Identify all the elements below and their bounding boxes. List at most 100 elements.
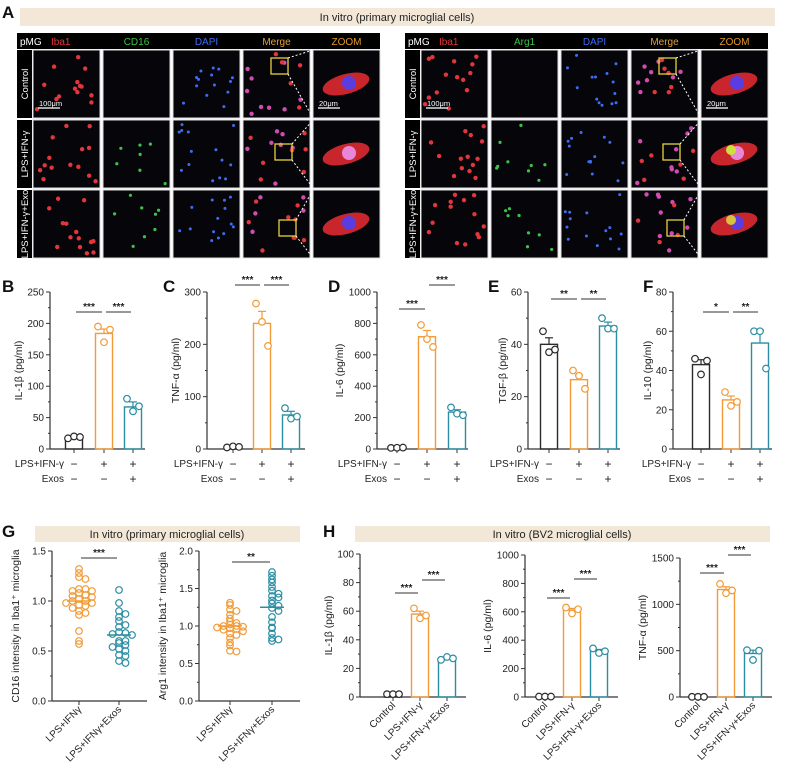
- cell: [649, 70, 653, 74]
- data-point: [750, 657, 757, 664]
- cell: [671, 75, 675, 79]
- data-point: [418, 322, 425, 329]
- cell: [187, 131, 190, 134]
- cell: [506, 160, 509, 163]
- cell: [567, 140, 570, 143]
- cell: [87, 173, 91, 177]
- cell: [302, 238, 306, 242]
- cell: [427, 230, 431, 234]
- cell: [568, 145, 571, 148]
- cell: [459, 156, 463, 160]
- cell: [259, 177, 263, 181]
- micrograph: [561, 50, 628, 118]
- data-point: [763, 365, 770, 372]
- cell: [642, 64, 646, 68]
- cell: [461, 78, 465, 82]
- micrograph: [491, 120, 558, 188]
- cell: [550, 248, 553, 251]
- y-tick-label: 2.0: [179, 547, 193, 558]
- cell: [80, 147, 84, 151]
- cell: [212, 66, 215, 69]
- group-row-label: LPS+IFN-γ: [490, 459, 539, 470]
- cell: [223, 207, 226, 210]
- data-point: [122, 611, 129, 618]
- channel-header: ZOOM: [720, 37, 750, 48]
- cell: [247, 220, 251, 224]
- cell: [469, 133, 473, 137]
- data-point: [717, 581, 724, 588]
- y-tick-label: 400: [502, 636, 519, 647]
- data-point: [411, 605, 418, 612]
- cell: [153, 228, 156, 231]
- significance-label: **: [742, 302, 750, 313]
- cell: [180, 169, 183, 172]
- cell: [610, 102, 613, 105]
- group-sign: +: [756, 472, 763, 486]
- cell: [580, 131, 583, 134]
- cell: [467, 169, 471, 173]
- cell: [113, 212, 116, 215]
- cell: [608, 226, 611, 229]
- data-point: [552, 346, 559, 353]
- cell: [181, 123, 184, 126]
- y-tick-label: 0.5: [32, 647, 46, 658]
- cell: [267, 105, 271, 109]
- panel-h-banner-text: In vitro (BV2 microglial cells): [493, 529, 632, 541]
- data-point: [122, 622, 129, 629]
- data-point: [294, 413, 301, 420]
- nucleus: [342, 76, 356, 90]
- cell: [47, 156, 51, 160]
- cell: [87, 124, 91, 128]
- cell: [620, 233, 623, 236]
- channel-header: CD16: [124, 37, 150, 48]
- cell: [178, 229, 181, 232]
- cell: [195, 76, 198, 79]
- significance-label: ***: [706, 563, 718, 574]
- data-point: [116, 587, 123, 594]
- row-label: LPS+IFN-γ: [408, 130, 419, 177]
- cell: [190, 206, 193, 209]
- cell: [482, 224, 486, 228]
- bar: [600, 326, 617, 449]
- cell: [585, 234, 588, 237]
- micrograph: [103, 190, 170, 258]
- cell: [591, 76, 594, 79]
- cell: [681, 176, 685, 180]
- data-point: [269, 605, 276, 612]
- cell: [57, 94, 61, 98]
- group-sign: −: [423, 472, 430, 486]
- cell: [618, 248, 621, 251]
- group-row-label: Exos: [517, 474, 539, 485]
- cell: [182, 102, 185, 105]
- cell: [567, 238, 570, 241]
- cell: [55, 245, 59, 249]
- row-label: LPS+IFN-γ+Exo: [20, 190, 31, 259]
- group-sign: −: [258, 472, 265, 486]
- data-point: [77, 434, 84, 441]
- cell: [38, 168, 42, 172]
- data-point: [82, 603, 89, 610]
- cell: [229, 196, 232, 199]
- cell: [226, 91, 229, 94]
- data-point: [400, 444, 407, 451]
- cell: [211, 199, 214, 202]
- cell: [250, 230, 254, 234]
- group-sign: −: [727, 472, 734, 486]
- micrograph: [631, 190, 698, 258]
- cell: [73, 86, 77, 90]
- y-tick-label: 20: [343, 664, 355, 675]
- cell: [140, 206, 143, 209]
- cell: [433, 203, 437, 207]
- group-row-label: Exos: [42, 474, 64, 485]
- group-sign: −: [393, 457, 400, 471]
- cell: [217, 68, 220, 71]
- cell: [280, 132, 284, 136]
- cell: [85, 251, 89, 255]
- data-point: [122, 660, 129, 667]
- cell: [51, 135, 55, 139]
- cell: [138, 169, 141, 172]
- cell: [598, 101, 601, 104]
